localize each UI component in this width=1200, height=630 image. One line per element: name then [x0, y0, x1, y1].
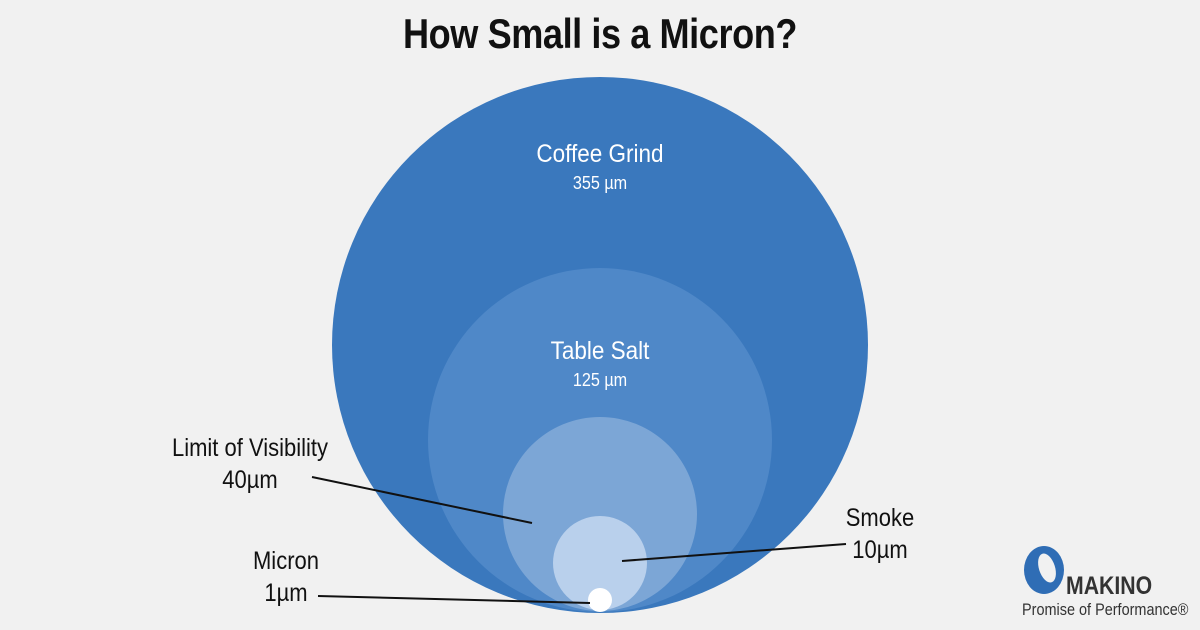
- coffee-grind-label: Coffee Grind 355 µm: [492, 140, 708, 194]
- smoke-leader-line: [621, 543, 847, 562]
- smoke-callout: Smoke 10µm: [827, 502, 933, 566]
- limit-of-visibility-name: Limit of Visibility: [171, 434, 329, 462]
- micron-callout: Micron 1µm: [233, 545, 339, 609]
- table-salt-label: Table Salt 125 µm: [492, 337, 708, 391]
- makino-ring-icon: [1024, 546, 1064, 594]
- limit-of-visibility-callout: Limit of Visibility 40µm: [144, 432, 355, 496]
- smoke-name: Smoke: [845, 504, 915, 532]
- smoke-size: 10µm: [852, 536, 908, 564]
- page-title: How Small is a Micron?: [403, 10, 797, 57]
- micron-leader-line: [317, 595, 591, 604]
- micron-name: Micron: [252, 547, 319, 575]
- coffee-grind-size: 355 µm: [572, 173, 628, 193]
- makino-logo: [1024, 546, 1064, 594]
- table-salt-name: Table Salt: [550, 337, 650, 365]
- logo-tagline: Promise of Performance®: [1022, 600, 1189, 619]
- micron-circle: [588, 588, 612, 612]
- limit-of-visibility-size: 40µm: [222, 466, 278, 494]
- coffee-grind-name: Coffee Grind: [536, 140, 664, 168]
- smoke-circle: [553, 516, 647, 610]
- micron-size: 1µm: [264, 579, 308, 607]
- visibility-leader-line: [311, 476, 533, 524]
- limit-of-visibility-circle: [503, 417, 697, 611]
- table-salt-size: 125 µm: [572, 370, 628, 390]
- logo-name: MAKINO: [1066, 572, 1153, 600]
